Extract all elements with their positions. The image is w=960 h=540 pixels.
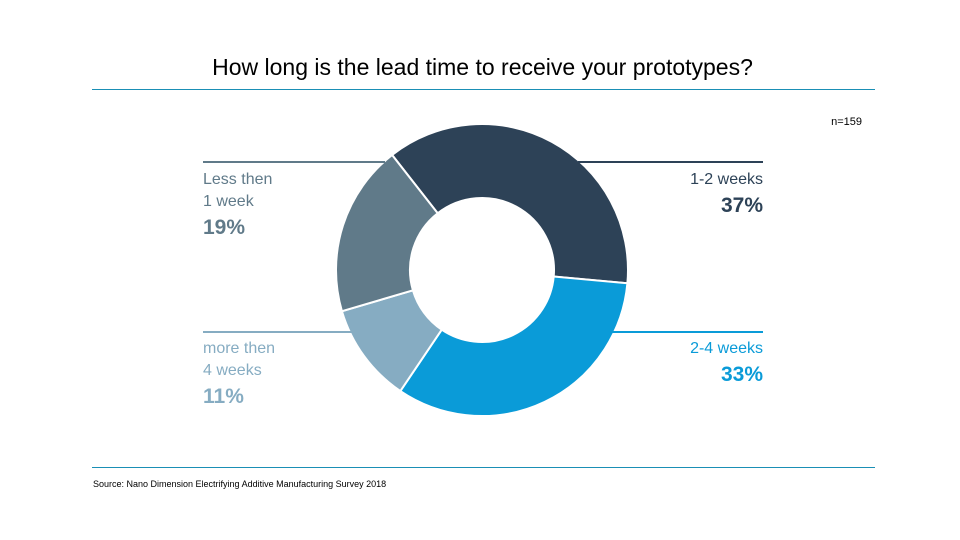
slice-value: 33% — [720, 363, 763, 386]
leader-line-1-2-weeks — [578, 161, 763, 163]
slice-value: 11% — [203, 385, 244, 408]
source-note: Source: Nano Dimension Electrifying Addi… — [93, 479, 387, 489]
donut-slice-0 — [390, 123, 629, 285]
slice-name: 2-4 weeks — [690, 340, 763, 357]
title-divider — [92, 89, 875, 90]
donut-slice-3 — [335, 153, 440, 313]
slice-name: 1-2 weeks — [690, 171, 763, 188]
sample-size-note: n=159 — [831, 116, 862, 128]
slice-name: Less then 1 week — [203, 171, 273, 210]
leader-line-2-4-weeks — [610, 331, 763, 333]
footer-divider — [92, 467, 875, 468]
slice-label-1-2-weeks: 1-2 weeks 37% — [593, 169, 763, 220]
leader-line-more-than-4-weeks — [203, 331, 353, 333]
slice-name: more then 4 weeks — [203, 340, 276, 379]
slice-label-more-than-4-weeks: more then 4 weeks 11% — [203, 338, 373, 411]
slice-label-2-4-weeks: 2-4 weeks 33% — [593, 338, 763, 389]
chart-title: How long is the lead time to receive you… — [212, 54, 753, 80]
slice-value: 37% — [720, 194, 763, 217]
slice-value: 19% — [203, 216, 246, 239]
slice-label-less-than-1-week: Less then 1 week 19% — [203, 169, 373, 242]
leader-line-less-than-1-week — [203, 161, 385, 163]
donut-slice-1 — [398, 275, 629, 417]
